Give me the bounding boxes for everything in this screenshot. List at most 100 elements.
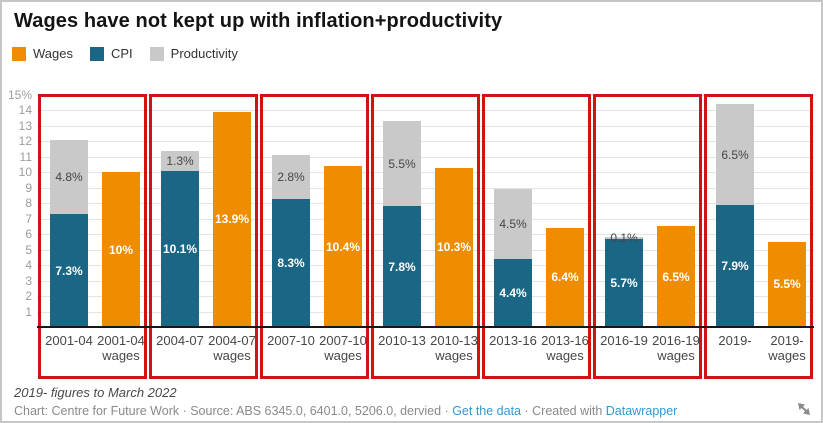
productivity-segment[interactable]: 4.8% [50, 139, 88, 215]
x-tick-label: 2001-04 [45, 333, 93, 348]
wages-value-label: 6.5% [662, 269, 690, 284]
x-tick-label: 2019- [718, 333, 752, 348]
y-axis-tick-label: 12 [18, 134, 32, 149]
cpi-value-label: 7.8% [388, 259, 416, 274]
resize-icon[interactable] [796, 401, 812, 417]
legend-item-productivity: Productivity [149, 46, 238, 61]
cpi-value-label: 10.1% [162, 241, 198, 256]
page-title: Wages have not kept up with inflation+pr… [14, 10, 503, 32]
productivity-segment[interactable]: 0.1% [605, 231, 643, 245]
productivity-value-label: 4.5% [499, 217, 527, 232]
y-axis-tick-label: 14 [18, 103, 32, 118]
cpi-segment[interactable]: 7.8% [383, 206, 421, 327]
footer-note: 2019- figures to March 2022 [14, 385, 177, 400]
productivity-value-label: 6.5% [721, 147, 749, 162]
annotation-box [371, 94, 480, 379]
x-tick-label: 2016-19 [600, 333, 648, 348]
cpi-segment[interactable]: 4.4% [494, 258, 532, 327]
legend-label: Productivity [170, 46, 238, 61]
gridline [37, 218, 814, 220]
annotation-box [482, 94, 591, 379]
y-axis-tick-label: 4 [25, 258, 32, 273]
y-axis-tick-label: 7 [25, 211, 32, 226]
x-tick-label-wages: 2004-07 wages [208, 333, 256, 363]
productivity-value-label: 1.3% [166, 153, 194, 168]
productivity-value-label: 4.8% [55, 169, 83, 184]
y-axis-tick-label: 10 [18, 165, 32, 180]
y-axis-tick-label: 8 [25, 196, 32, 211]
x-tick-label-wages: 2016-19 wages [652, 333, 700, 363]
y-axis-tick-label: 15% [7, 88, 32, 102]
cpi-segment[interactable]: 5.7% [605, 238, 643, 327]
legend-label: Wages [33, 46, 73, 61]
wages-value-label: 10.3% [436, 240, 472, 255]
cpi-swatch-icon [89, 46, 104, 61]
wages-value-label: 6.4% [551, 270, 579, 285]
gridline [37, 141, 814, 143]
wages-bar[interactable]: 6.5% [657, 226, 695, 327]
wages-value-label: 10.4% [325, 239, 361, 254]
gridline [37, 187, 814, 189]
wages-bar[interactable]: 5.5% [768, 241, 806, 327]
annotation-box [149, 94, 258, 379]
legend-item-wages: Wages [12, 46, 73, 61]
annotation-box [704, 94, 813, 379]
cpi-segment[interactable]: 7.3% [50, 214, 88, 327]
annotation-box [260, 94, 369, 379]
cpi-segment[interactable]: 8.3% [272, 198, 310, 327]
legend: Wages CPI Productivity [12, 46, 238, 61]
cpi-segment[interactable]: 10.1% [161, 170, 199, 327]
gridline [37, 311, 814, 313]
productivity-segment[interactable]: 4.5% [494, 189, 532, 259]
x-tick-label-wages: 2001-04 wages [97, 333, 145, 363]
cpi-segment[interactable]: 7.9% [716, 204, 754, 327]
footer-byline: Chart: Centre for Future Work · Source: … [14, 404, 677, 418]
y-axis-tick-label: 2 [25, 289, 32, 304]
productivity-segment[interactable]: 5.5% [383, 121, 421, 207]
productivity-segment[interactable]: 6.5% [716, 104, 754, 205]
wages-bar[interactable]: 6.4% [546, 228, 584, 327]
gridline [37, 110, 814, 112]
wages-bar[interactable]: 10% [102, 172, 140, 327]
datawrapper-link[interactable]: Datawrapper [605, 404, 678, 418]
cpi-value-label: 8.3% [277, 255, 305, 270]
get-the-data-link[interactable]: Get the data [452, 404, 522, 418]
x-tick-label: 2007-10 [267, 333, 315, 348]
y-axis-tick-label: 1 [25, 304, 32, 319]
x-tick-label-wages: 2007-10 wages [319, 333, 367, 363]
gridline [37, 172, 814, 174]
gridline [37, 203, 814, 205]
legend-item-cpi: CPI [89, 46, 133, 61]
wages-bar[interactable]: 13.9% [213, 112, 251, 327]
cpi-value-label: 4.4% [499, 285, 527, 300]
annotation-box [593, 94, 702, 379]
gridline [37, 234, 814, 236]
productivity-segment[interactable]: 2.8% [272, 155, 310, 199]
wages-value-label: 10% [108, 242, 134, 257]
gridline [37, 156, 814, 158]
gridline [37, 296, 814, 298]
x-tick-label-wages: 2013-16 wages [541, 333, 589, 363]
wages-bar[interactable]: 10.3% [435, 167, 473, 327]
gridline [37, 280, 814, 282]
productivity-value-label: 2.8% [277, 169, 305, 184]
x-axis-line [37, 326, 814, 328]
cpi-value-label: 7.9% [721, 258, 749, 273]
cpi-value-label: 5.7% [610, 275, 638, 290]
cpi-value-label: 7.3% [55, 263, 83, 278]
gridline [37, 249, 814, 251]
x-tick-label-wages: 2019- wages [768, 333, 806, 363]
wages-value-label: 5.5% [773, 277, 801, 292]
y-axis-tick-label: 6 [25, 227, 32, 242]
y-axis-tick-label: 13 [18, 118, 32, 133]
gridline [37, 265, 814, 267]
x-tick-label: 2013-16 [489, 333, 537, 348]
productivity-segment[interactable]: 1.3% [161, 150, 199, 171]
annotation-box [38, 94, 147, 379]
productivity-value-label: 0.1% [610, 231, 638, 246]
y-axis-tick-label: 3 [25, 273, 32, 288]
productivity-swatch-icon [149, 46, 164, 61]
productivity-value-label: 5.5% [388, 156, 416, 171]
wages-bar[interactable]: 10.4% [324, 166, 362, 327]
